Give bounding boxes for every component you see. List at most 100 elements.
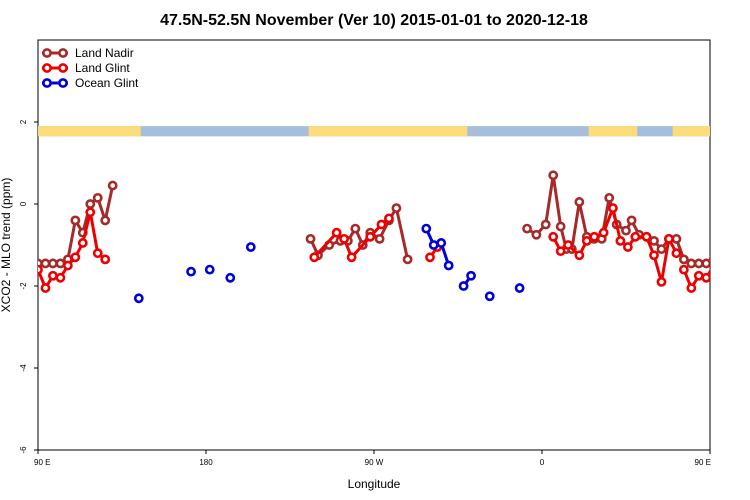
data-point: [656, 244, 667, 254]
data-point: [531, 229, 542, 240]
x-axis-label: Longitude: [348, 477, 401, 491]
x-tick-label: 180: [199, 458, 213, 467]
data-point: [678, 254, 689, 265]
data-point: [671, 248, 682, 259]
data-point: [38, 264, 43, 275]
legend-marker: [58, 78, 68, 88]
data-point: [107, 180, 118, 191]
data-point: [40, 283, 51, 293]
data-point: [649, 235, 659, 246]
data-point: [92, 192, 103, 203]
data-point: [40, 258, 51, 269]
data-point: [62, 260, 73, 271]
data-point: [346, 252, 357, 263]
data-point: [48, 258, 58, 269]
x-tick-label: 90 W: [365, 458, 384, 467]
data-point: [245, 242, 256, 252]
data-point: [514, 283, 525, 293]
data-point: [436, 238, 447, 248]
data-point: [740, 194, 747, 201]
data-point: [458, 281, 469, 291]
data-point: [622, 242, 633, 252]
y-tick-label: -2: [19, 282, 28, 290]
data-point: [649, 250, 659, 261]
plot-frame: [37, 39, 711, 451]
y-tick-label: -6: [19, 446, 28, 454]
data-point: [309, 252, 320, 263]
data-point: [384, 213, 394, 224]
data-point: [428, 240, 439, 250]
legend-label: Ocean Glint: [75, 76, 139, 90]
data-point: [656, 276, 667, 287]
data-point: [70, 252, 81, 263]
data-point: [733, 209, 740, 216]
y-axis: -6 -4 -2 0 2: [19, 119, 38, 454]
legend-marker: [42, 63, 52, 73]
legend-marker: [58, 48, 68, 58]
data-point: [225, 272, 236, 283]
data-point: [350, 223, 361, 234]
series-line: [682, 268, 710, 292]
data-point: [443, 260, 454, 271]
data-point: [376, 219, 387, 230]
data-point: [686, 258, 697, 269]
data-point: [548, 231, 559, 242]
data-point: [555, 221, 566, 232]
data-point: [365, 231, 376, 242]
land-band: [588, 126, 638, 137]
y-axis-label: XCO2 - MLO trend (ppm): [0, 178, 13, 313]
data-point: [421, 223, 432, 234]
data-point: [522, 223, 532, 234]
data-point: [608, 203, 618, 213]
data-point: [374, 233, 385, 244]
y-tick-label: 2: [19, 119, 28, 124]
x-tick-label: 90 E: [695, 458, 711, 467]
data-point: [55, 258, 66, 269]
data-point: [466, 270, 476, 281]
legend-marker: [58, 63, 68, 73]
data-point: [664, 233, 674, 244]
land-band: [308, 126, 468, 137]
data-point: [671, 233, 682, 244]
series-line: [38, 211, 107, 292]
data-point: [48, 270, 58, 281]
data-point: [77, 238, 88, 248]
data-point: [402, 254, 413, 265]
data-point: [85, 199, 96, 209]
data-point: [615, 235, 626, 246]
data-point: [574, 197, 585, 207]
series-land-glint: [38, 202, 740, 293]
data-point: [589, 231, 600, 242]
data-point: [100, 254, 111, 265]
data-point: [92, 248, 103, 259]
x-tick-label: 0: [540, 458, 545, 467]
data-point: [630, 231, 641, 242]
data-point: [686, 283, 697, 293]
data-point: [305, 233, 316, 244]
x-tick-label: 90 E: [34, 458, 50, 467]
data-point: [425, 252, 435, 263]
data-point: [339, 233, 350, 244]
y-tick-label: 0: [19, 201, 28, 206]
data-point: [204, 264, 215, 275]
series-layer: [38, 170, 747, 304]
data-point: [733, 200, 740, 207]
data-point: [718, 254, 725, 261]
data-point: [708, 262, 710, 269]
data-point: [540, 219, 551, 230]
data-point: [718, 217, 725, 224]
data-point: [563, 240, 574, 250]
legend-label: Land Nadir: [75, 46, 134, 60]
data-point: [708, 256, 710, 263]
data-point: [641, 231, 652, 242]
data-point: [391, 203, 402, 213]
data-point: [701, 272, 710, 283]
series-ocean-glint: [133, 223, 525, 304]
data-point: [581, 235, 592, 246]
chart-title: 47.5N-52.5N November (Ver 10) 2015-01-01…: [160, 12, 588, 29]
data-point: [331, 227, 342, 238]
legend-marker: [42, 78, 52, 88]
data-point: [85, 207, 96, 218]
